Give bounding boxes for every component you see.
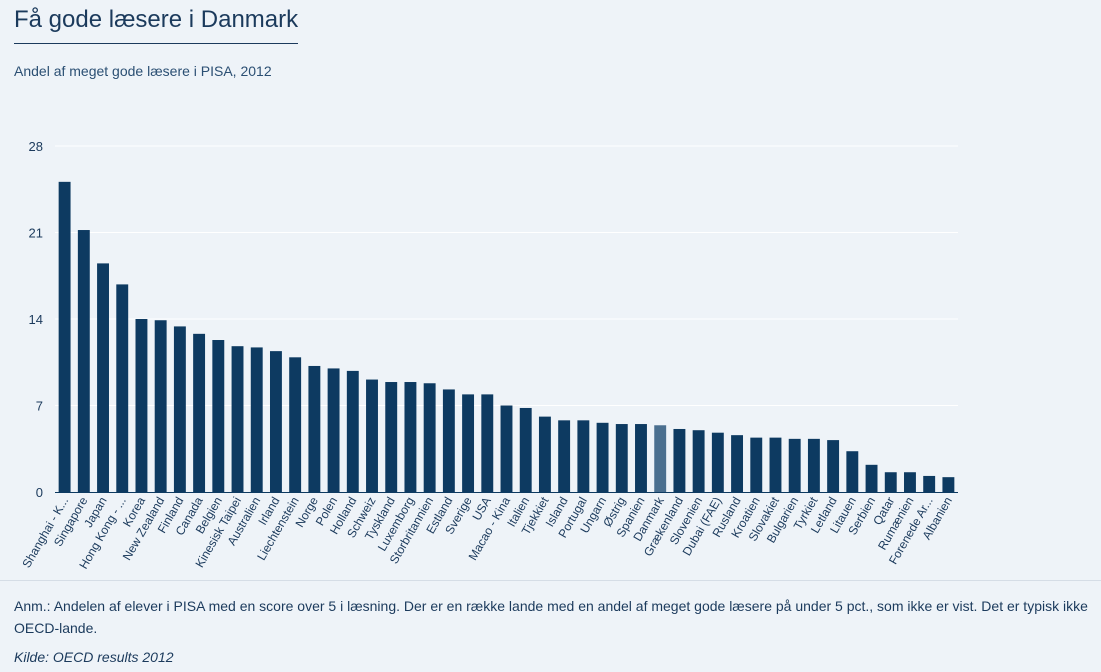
bar [58,181,71,492]
bar [635,424,647,492]
bar [750,437,763,492]
bar [904,472,916,492]
bar [193,333,206,492]
bar [769,437,782,492]
bar [731,435,744,492]
bar [327,368,340,492]
chart-title: Få gode læsere i Danmark [14,6,299,44]
note-label: Anm.: [14,598,51,614]
bar [308,365,321,492]
bar [596,422,609,492]
bar [577,420,590,492]
bar [942,477,955,492]
bar [923,475,936,492]
bar [404,382,417,492]
y-tick-label: 14 [29,312,43,327]
bar [558,420,571,492]
bar [788,438,801,492]
chart-source: Kilde: OECD results 2012 [14,649,174,665]
bar [673,428,686,492]
bar [423,383,436,492]
bar [711,432,724,492]
bar [250,347,263,492]
notes-panel: Anm.: Andelen af elever i PISA med en sc… [0,580,1101,672]
bar [346,370,359,492]
chart-note: Anm.: Andelen af elever i PISA med en sc… [14,595,1094,639]
bar [807,438,820,492]
bar [519,407,532,492]
chart-subtitle: Andel af meget gode læsere i PISA, 2012 [14,63,272,79]
y-tick-label: 28 [29,139,43,154]
note-text: Andelen af elever i PISA med en score ov… [14,598,1088,636]
bar [538,416,551,492]
bar [827,440,840,492]
y-tick-label: 7 [36,399,43,414]
bar [884,472,897,492]
bar [846,451,859,492]
bar [500,405,513,492]
bar [442,389,455,492]
bar [77,230,90,492]
bar [385,382,398,492]
bar [154,320,167,492]
bar [615,424,628,492]
bar [462,394,475,492]
bar [269,351,282,492]
y-tick-label: 21 [29,226,43,241]
bar [231,346,244,492]
bar [865,464,878,492]
bar [481,394,494,492]
bar [116,284,129,492]
bar [366,379,378,492]
bar [135,319,148,492]
bar [97,263,109,492]
bar [692,430,705,492]
bar [654,425,667,492]
y-tick-label: 0 [36,485,43,500]
bar [289,357,302,492]
bar [173,326,186,492]
bar [212,340,225,492]
